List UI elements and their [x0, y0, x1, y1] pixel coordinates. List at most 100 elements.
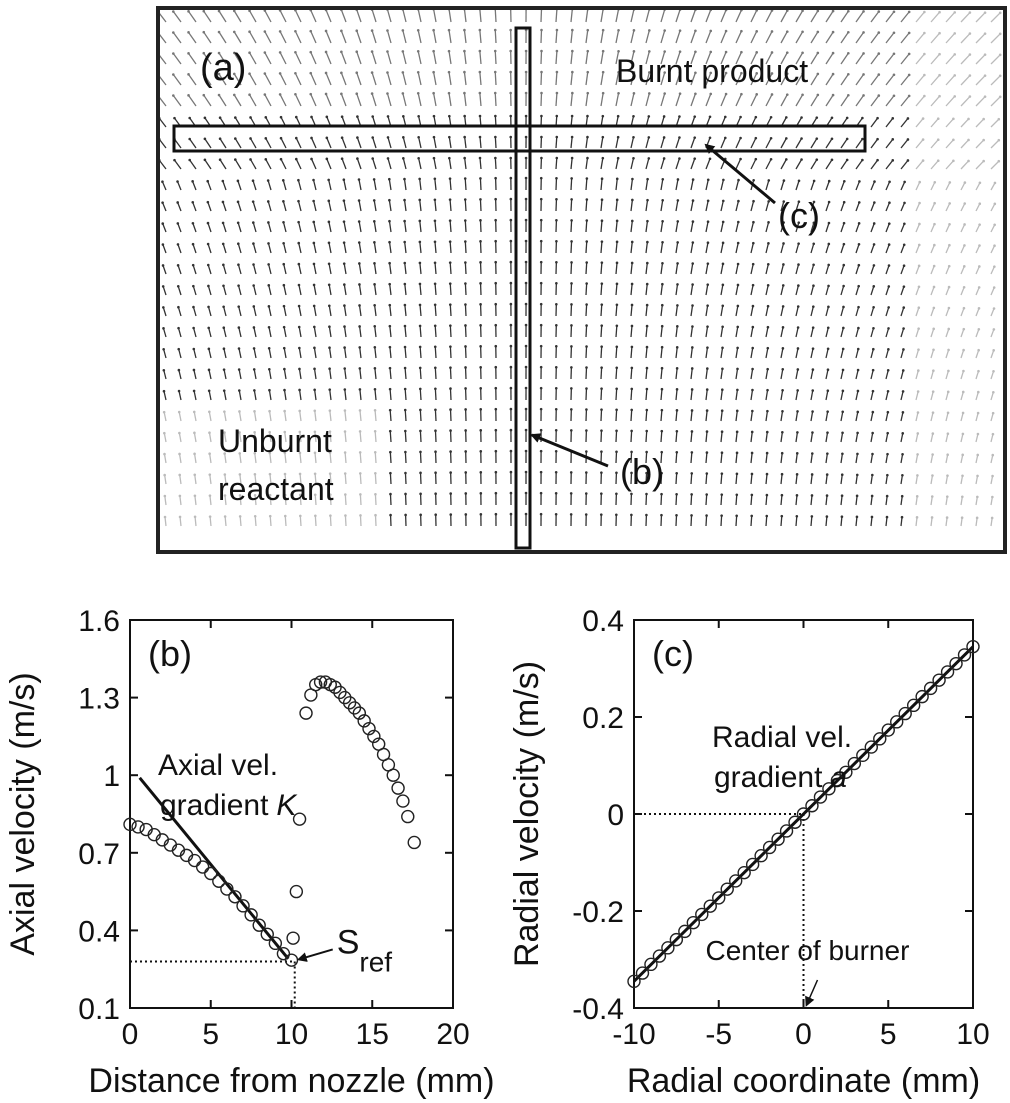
field-arrow-head	[796, 410, 799, 413]
data-point	[661, 941, 675, 955]
field-arrow-head	[267, 263, 270, 266]
field-arrow-head	[294, 29, 297, 33]
field-arrow-head	[403, 177, 406, 181]
field-arrow-head	[539, 386, 543, 390]
field-arrow-head	[797, 284, 800, 287]
field-arrow-head	[815, 137, 819, 140]
field-arrow-head	[740, 92, 743, 96]
field-arrow	[585, 30, 589, 44]
field-arrow	[238, 306, 242, 317]
field-arrow-head	[555, 114, 559, 118]
data-point	[890, 715, 904, 729]
field-arrow-head	[694, 50, 697, 54]
field-arrow	[630, 283, 633, 296]
field-arrow-head	[479, 492, 483, 495]
field-arrow-head	[675, 388, 679, 391]
field-arrow-head	[903, 222, 906, 226]
field-arrow-head	[191, 180, 194, 183]
field-arrow-head	[464, 492, 468, 495]
field-arrow-head	[324, 71, 328, 75]
field-arrow	[358, 263, 362, 275]
field-arrow	[960, 475, 964, 485]
field-arrow-head	[660, 387, 664, 391]
field-arrow-head	[992, 307, 996, 310]
field-arrow	[208, 453, 212, 464]
field-arrow	[449, 262, 452, 275]
field-arrow	[900, 53, 910, 65]
field-arrow	[298, 284, 302, 296]
field-arrow-head	[355, 50, 359, 54]
field-arrow	[945, 95, 956, 107]
field-arrow-head	[765, 514, 769, 518]
field-arrow	[870, 223, 875, 233]
field-arrow-head	[494, 407, 498, 411]
field-arrow-head	[691, 325, 694, 328]
field-arrow	[705, 473, 708, 485]
field-arrow-head	[294, 71, 297, 75]
field-arrow-head	[800, 116, 803, 119]
field-arrow	[298, 242, 302, 254]
field-arrow	[915, 244, 920, 254]
field-arrow	[448, 72, 452, 86]
field-arrow	[282, 201, 287, 212]
field-arrow-head	[831, 9, 835, 13]
field-arrow	[630, 30, 635, 44]
field-arrow	[404, 262, 407, 275]
field-arrow	[223, 411, 227, 422]
field-arrow	[463, 72, 467, 86]
data-point	[906, 698, 921, 713]
field-arrow	[885, 370, 889, 380]
field-arrow	[555, 92, 558, 107]
field-arrow	[675, 347, 678, 359]
field-arrow-head	[785, 137, 788, 140]
field-arrow	[885, 454, 889, 464]
field-arrow-head	[816, 30, 820, 34]
field-arrow	[299, 452, 302, 464]
field-arrow-head	[253, 389, 256, 392]
field-arrow	[344, 515, 347, 527]
field-arrow-head	[232, 72, 236, 76]
field-arrow	[690, 368, 693, 380]
field-arrow	[449, 325, 452, 338]
field-arrow-head	[810, 494, 814, 497]
field-arrow-head	[615, 198, 619, 202]
field-arrow	[795, 432, 799, 443]
field-arrow-head	[645, 324, 649, 328]
field-arrow	[840, 495, 843, 506]
field-arrow-head	[661, 261, 664, 265]
field-arrow-head	[977, 369, 980, 373]
field-arrow	[299, 410, 302, 422]
field-arrow	[645, 431, 648, 443]
data-point	[627, 974, 641, 989]
field-arrow-head	[313, 388, 316, 392]
field-arrow-head	[358, 325, 361, 328]
field-arrow-head	[735, 472, 739, 476]
field-arrow-head	[945, 516, 949, 519]
field-arrow	[945, 139, 954, 149]
field-arrow-head	[432, 28, 435, 32]
field-arrow-head	[283, 409, 286, 413]
field-arrow-head	[991, 474, 994, 478]
field-arrow	[172, 32, 182, 44]
field-arrow	[690, 473, 693, 485]
field-arrow-head	[585, 324, 588, 327]
field-arrow-head	[524, 365, 528, 369]
field-arrow	[344, 494, 347, 506]
field-arrow	[158, 117, 167, 128]
field-arrow-head	[236, 221, 240, 225]
field-arrow-head	[766, 346, 770, 350]
field-arrow-head	[967, 117, 970, 121]
field-arrow-head	[983, 95, 987, 98]
field-arrow-head	[953, 53, 957, 56]
field-arrow-head	[178, 515, 182, 519]
field-arrow-head	[720, 430, 724, 434]
field-arrow	[720, 9, 727, 23]
field-arrow	[585, 137, 589, 149]
field-arrow-head	[917, 243, 921, 247]
field-arrow	[810, 453, 813, 464]
field-arrow	[374, 452, 377, 464]
field-arrow-head	[403, 198, 406, 202]
field-arrow	[314, 389, 317, 401]
field-arrow-head	[310, 157, 313, 161]
field-arrow-head	[632, 156, 635, 160]
